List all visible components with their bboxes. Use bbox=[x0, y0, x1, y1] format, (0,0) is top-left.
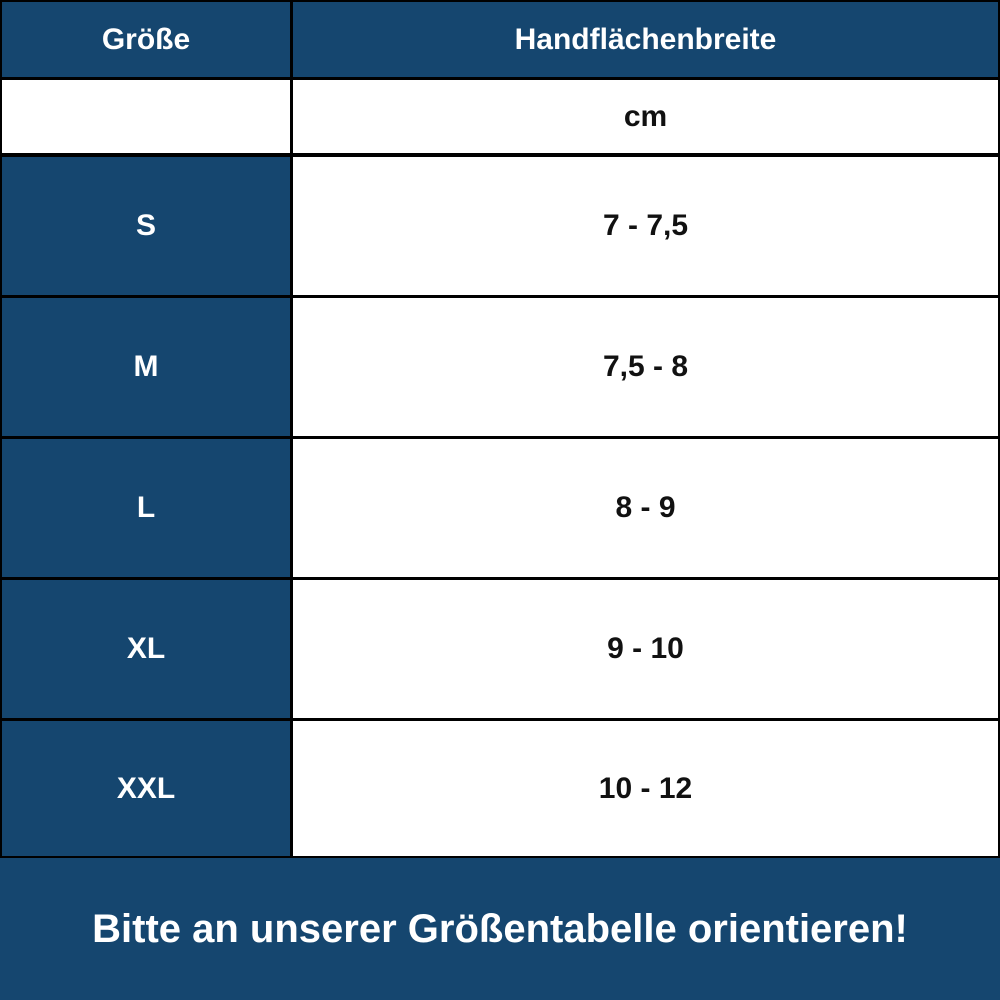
size-text: L bbox=[136, 491, 156, 524]
width-cell: 7 - 7,5 bbox=[293, 157, 998, 295]
width-cell: 9 - 10 bbox=[293, 580, 998, 718]
size-cell: XL bbox=[2, 580, 290, 718]
size-text: M bbox=[133, 350, 159, 383]
header-text: Größe bbox=[101, 22, 191, 56]
size-cell: L bbox=[2, 439, 290, 577]
size-cell: S bbox=[2, 157, 290, 295]
header-text: Handflächenbreite bbox=[514, 22, 777, 56]
width-text: 8 - 9 bbox=[615, 491, 676, 524]
size-cell: M bbox=[2, 298, 290, 436]
footer: Bitte an unserer Größentabelle orientier… bbox=[0, 858, 1000, 1000]
width-text: 10 - 12 bbox=[598, 771, 693, 805]
width-cell: 10 - 12 bbox=[293, 721, 998, 856]
unit-cell bbox=[2, 80, 290, 153]
size-text: S bbox=[135, 209, 156, 242]
width-text: 7 - 7,5 bbox=[602, 209, 689, 242]
width-cell: 7,5 - 8 bbox=[293, 298, 998, 436]
header-cell: Größe bbox=[2, 2, 290, 77]
header-cell: Handflächenbreite bbox=[293, 2, 998, 77]
footer-text: Bitte an unserer Größentabelle orientier… bbox=[92, 906, 908, 951]
size-cell: XXL bbox=[2, 721, 290, 856]
unit-text: cm bbox=[623, 99, 668, 133]
size-text: XL bbox=[126, 632, 166, 665]
width-text: 9 - 10 bbox=[607, 632, 684, 665]
width-text: 7,5 - 8 bbox=[602, 350, 689, 383]
unit-cell: cm bbox=[293, 80, 998, 153]
size-text: XXL bbox=[116, 771, 176, 805]
width-cell: 8 - 9 bbox=[293, 439, 998, 577]
